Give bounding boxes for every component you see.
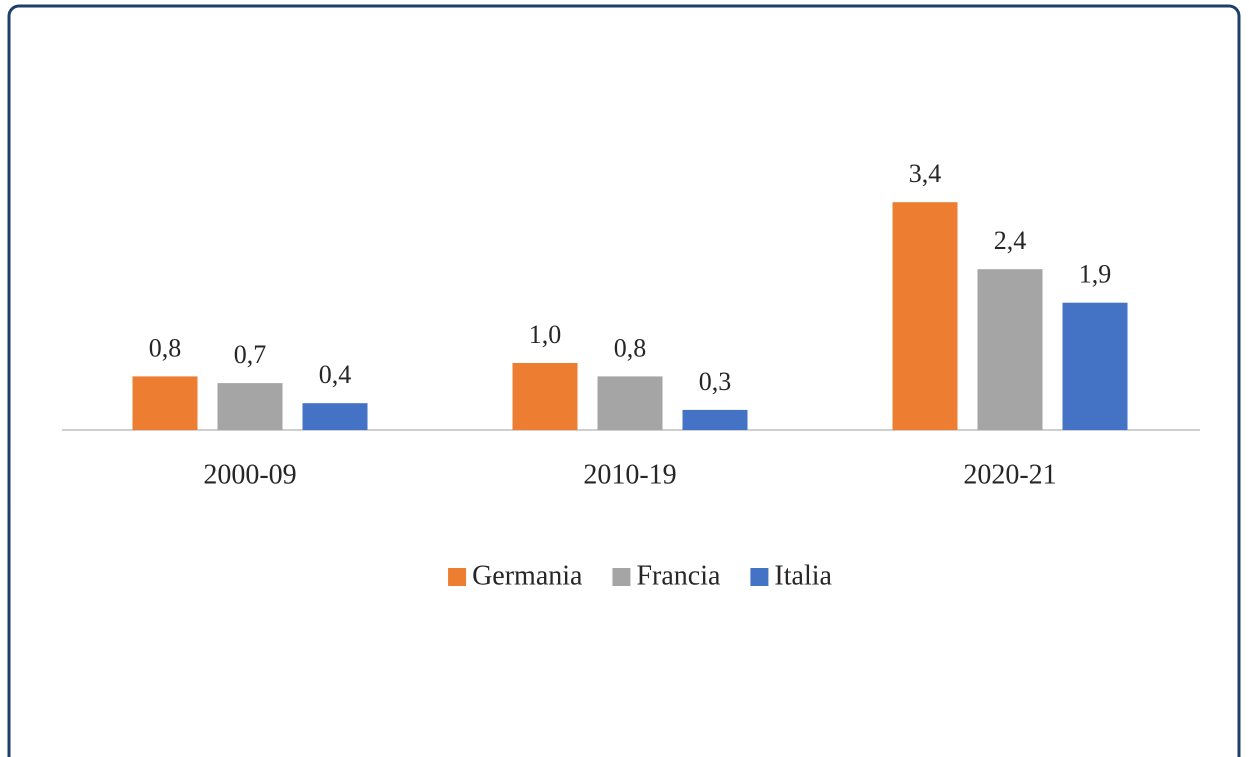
legend-swatch: [612, 568, 631, 586]
value-label: 1,0: [529, 320, 562, 349]
bar: [597, 376, 663, 430]
legend-swatch: [448, 568, 467, 586]
value-label: 3,4: [909, 159, 942, 188]
value-label: 2,4: [994, 226, 1027, 255]
bar: [682, 409, 748, 430]
x-tick-label: 2000-09: [203, 459, 296, 490]
value-label: 0,7: [234, 340, 267, 369]
value-label: 0,8: [614, 333, 647, 362]
legend-label: Francia: [636, 560, 721, 591]
bar: [132, 376, 198, 430]
bar: [217, 383, 283, 430]
value-label: 0,8: [149, 333, 182, 362]
bar: [1062, 302, 1128, 430]
value-label: 0,4: [319, 360, 352, 389]
legend-label: Italia: [774, 560, 832, 591]
legend-swatch: [750, 568, 769, 586]
bar: [512, 363, 578, 430]
value-label: 0,3: [699, 367, 732, 396]
value-label: 1,9: [1079, 260, 1112, 289]
legend-label: Germania: [472, 560, 583, 591]
bar: [977, 269, 1043, 430]
x-tick-label: 2010-19: [583, 459, 676, 490]
bar: [302, 403, 368, 430]
x-tick-label: 2020-21: [963, 459, 1056, 490]
bar: [892, 202, 958, 430]
